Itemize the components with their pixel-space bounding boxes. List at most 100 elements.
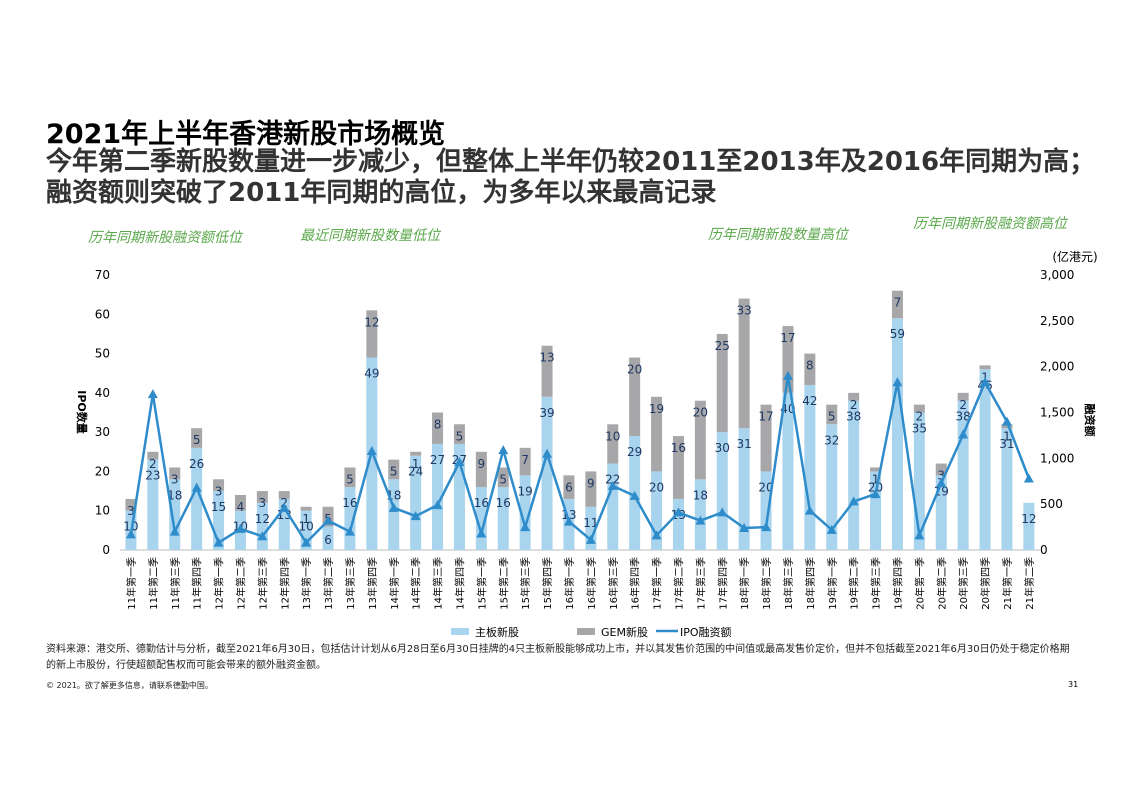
main-bar xyxy=(1023,502,1035,550)
gem-bar xyxy=(519,447,531,476)
ipo-point xyxy=(563,516,574,526)
main-bar xyxy=(694,479,706,550)
legend-label: 主板新股 xyxy=(475,625,519,639)
main-bar xyxy=(585,506,597,550)
ipo-point xyxy=(147,389,158,399)
x-tick-label: 15年第二季 xyxy=(497,557,510,610)
gem-bar xyxy=(344,467,356,488)
x-tick-label: 15年第三季 xyxy=(519,557,532,610)
gem-value-label: 9 xyxy=(478,457,486,471)
main-value-label: 30 xyxy=(715,441,730,455)
gem-bar xyxy=(497,467,509,488)
ipo-point xyxy=(125,529,136,539)
main-bar xyxy=(213,491,225,550)
x-tick-label: 14年第一季 xyxy=(388,557,401,610)
annotation: 历年同期新股融资额高位 xyxy=(913,216,1069,232)
page-number: 31 xyxy=(1068,680,1079,689)
ipo-point xyxy=(739,523,750,532)
gem-value-label: 3 xyxy=(259,496,267,510)
x-tick-label: 18年第一季 xyxy=(738,557,751,610)
y-tick-label: 0 xyxy=(102,543,110,557)
main-bar xyxy=(432,443,444,550)
gem-bar xyxy=(607,424,619,464)
main-bar xyxy=(388,479,400,550)
gem-bar xyxy=(891,290,903,319)
main-value-label: 16 xyxy=(342,496,357,510)
x-tick-label: 17年第二季 xyxy=(672,557,685,610)
main-bar xyxy=(278,498,290,550)
y-tick-label: 50 xyxy=(95,347,110,361)
x-tick-label: 18年第四季 xyxy=(804,557,817,610)
x-tick-label: 12年第二季 xyxy=(234,557,247,610)
gem-bar xyxy=(957,392,969,401)
main-bar xyxy=(913,412,925,550)
y2-tick-label: 2,000 xyxy=(1040,360,1074,374)
x-tick-label: 11年第二季 xyxy=(147,557,160,610)
ipo-point xyxy=(629,490,640,500)
gem-value-label: 5 xyxy=(828,410,836,424)
gem-bar xyxy=(213,479,225,492)
gem-bar xyxy=(475,451,487,488)
ipo-point xyxy=(717,507,728,517)
gem-value-label: 33 xyxy=(737,304,752,318)
ipo-point xyxy=(542,448,553,458)
main-bar xyxy=(760,471,772,550)
y2-tick-label: 1,000 xyxy=(1040,451,1074,465)
x-tick-label: 21年第二季 xyxy=(1023,557,1036,610)
gem-bar xyxy=(848,392,860,401)
gem-bar xyxy=(694,400,706,480)
ipo-point xyxy=(607,480,618,490)
x-tick-label: 20年第一季 xyxy=(913,557,926,610)
y2-tick-label: 2,500 xyxy=(1040,314,1074,328)
gem-bar xyxy=(738,298,750,429)
gem-value-label: 1 xyxy=(412,457,420,471)
x-tick-label: 13年第一季 xyxy=(300,557,313,610)
annotation: 历年同期新股数量高位 xyxy=(708,227,850,243)
y2-tick-label: 0 xyxy=(1040,543,1048,557)
x-tick-label: 12年第三季 xyxy=(256,557,269,610)
main-bar xyxy=(782,392,794,550)
ipo-point xyxy=(980,377,991,387)
ipo-point xyxy=(257,531,268,541)
gem-value-label: 17 xyxy=(780,331,795,345)
x-tick-label: 14年第三季 xyxy=(432,557,445,610)
main-value-label: 22 xyxy=(605,473,620,487)
main-value-label: 19 xyxy=(518,484,533,498)
main-bar xyxy=(191,447,203,550)
gem-bar xyxy=(629,357,641,437)
page-title: 2021年上半年香港新股市场概览 xyxy=(46,119,446,150)
y2-tick-label: 3,000 xyxy=(1040,268,1074,282)
main-value-label: 42 xyxy=(802,394,817,408)
main-bar xyxy=(147,459,159,550)
main-bar xyxy=(169,479,181,550)
main-value-label: 49 xyxy=(364,367,379,381)
x-tick-label: 11年第三季 xyxy=(169,557,182,610)
gem-bar xyxy=(432,412,444,444)
gem-value-label: 2 xyxy=(959,398,967,412)
gem-bar xyxy=(979,365,991,370)
gem-value-label: 1 xyxy=(302,512,310,526)
main-bar xyxy=(410,455,422,550)
gem-bar xyxy=(913,404,925,413)
x-tick-label: 19年第二季 xyxy=(848,557,861,610)
x-tick-label: 13年第二季 xyxy=(322,557,335,610)
x-tick-label: 14年第四季 xyxy=(453,557,466,610)
x-tick-label: 17年第一季 xyxy=(651,557,664,610)
main-bar xyxy=(738,428,750,550)
legend-main-swatch xyxy=(451,628,469,635)
gem-bar xyxy=(300,506,312,511)
main-value-label: 18 xyxy=(693,488,708,502)
gem-value-label: 19 xyxy=(649,402,664,416)
gem-bar xyxy=(716,333,728,433)
ipo-point xyxy=(892,377,903,387)
x-tick-label: 16年第二季 xyxy=(585,557,598,610)
gem-value-label: 5 xyxy=(346,473,354,487)
x-tick-label: 11年第四季 xyxy=(191,557,204,610)
gem-bar xyxy=(804,353,816,385)
main-bar xyxy=(256,502,268,550)
ipo-point xyxy=(804,505,815,515)
y-tick-label: 40 xyxy=(95,386,110,400)
ipo-point xyxy=(344,526,355,536)
main-value-label: 20 xyxy=(868,480,883,494)
x-tick-label: 20年第二季 xyxy=(935,557,948,610)
